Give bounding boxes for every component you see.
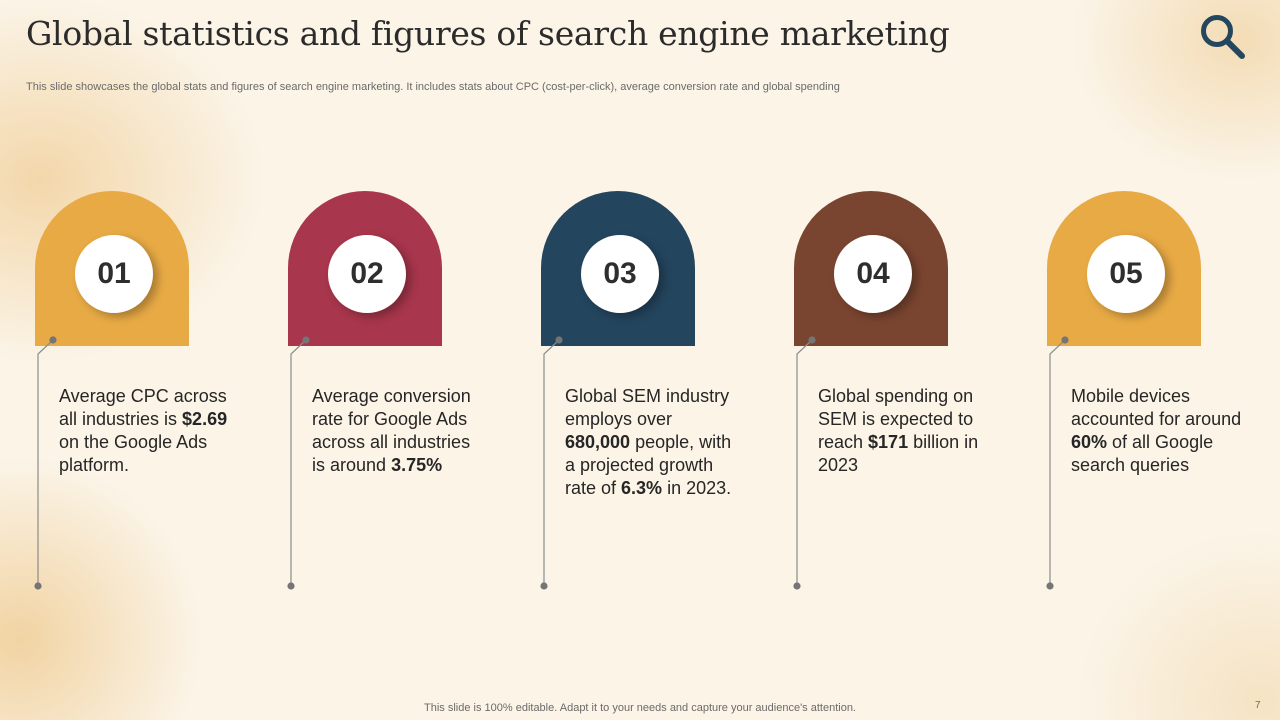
stat-highlight-value: 6.3% xyxy=(621,478,663,498)
connector-line xyxy=(1046,336,1069,590)
stat-description: Average CPC across all industries is $2.… xyxy=(59,385,234,477)
stat-text: Global SEM industry employs over xyxy=(565,386,730,429)
slide-subtitle: This slide showcases the global stats an… xyxy=(26,81,840,93)
stat-text: billion in 2023 xyxy=(818,432,979,475)
stat-card-2: 02 Average conversion rate for Google Ads… xyxy=(286,191,471,591)
stat-number: 04 xyxy=(856,257,890,290)
stat-card-1: 01 Average CPC across all industries is $… xyxy=(33,191,227,591)
slide-title: Global statistics and figures of search … xyxy=(26,14,950,53)
stat-number-badge: 04 xyxy=(834,235,912,313)
slide-footer: This slide is 100% editable. Adapt it to… xyxy=(424,702,856,714)
stat-text: of all Google search queries xyxy=(1071,432,1214,475)
stat-text: in 2023. xyxy=(662,478,732,498)
stat-text: Mobile devices accounted for around xyxy=(1071,386,1242,429)
stat-card-5: 05 Mobile devices accounted for around 60… xyxy=(1045,191,1241,591)
stat-number-badge: 05 xyxy=(1087,235,1165,313)
stat-number: 02 xyxy=(350,257,384,290)
stat-number: 03 xyxy=(603,257,637,290)
stat-card-arch: 02 xyxy=(288,191,442,346)
stat-text: Average CPC across all industries is xyxy=(59,386,227,429)
stat-text: Global spending on SEM is expected to re… xyxy=(818,386,974,452)
stat-number: 01 xyxy=(97,257,131,290)
stat-card-arch: 04 xyxy=(794,191,948,346)
stat-card-arch: 05 xyxy=(1047,191,1201,346)
connector-line xyxy=(34,336,57,590)
stat-text: Average conversion rate for Google Ads a… xyxy=(312,386,471,475)
stat-description: Global spending on SEM is expected to re… xyxy=(818,385,993,477)
stat-number-badge: 01 xyxy=(75,235,153,313)
stat-number-badge: 03 xyxy=(581,235,659,313)
stat-text: on the Google Ads platform. xyxy=(59,432,208,475)
stat-highlight-value: 60% xyxy=(1071,432,1108,452)
stat-number-badge: 02 xyxy=(328,235,406,313)
stat-number: 05 xyxy=(1109,257,1143,290)
connector-line xyxy=(793,336,816,590)
stat-card-4: 04 Global spending on SEM is expected to … xyxy=(792,191,978,591)
stat-description: Mobile devices accounted for around 60% … xyxy=(1071,385,1246,477)
stat-highlight-value: $2.69 xyxy=(182,409,228,429)
stat-card-3: 03 Global SEM industry employs over 680,0… xyxy=(539,191,731,591)
stat-card-arch: 01 xyxy=(35,191,189,346)
stat-description: Average conversion rate for Google Ads a… xyxy=(312,385,487,477)
stat-highlight-value: 3.75% xyxy=(391,455,443,475)
stat-highlight-value: $171 xyxy=(868,432,909,452)
stat-text: people, with a projected growth rate of xyxy=(565,432,732,498)
stat-card-arch: 03 xyxy=(541,191,695,346)
page-number: 7 xyxy=(1255,700,1261,711)
connector-line xyxy=(287,336,310,590)
stat-description: Global SEM industry employs over 680,000… xyxy=(565,385,740,500)
search-icon xyxy=(1201,15,1245,59)
stat-highlight-value: 680,000 xyxy=(565,432,631,452)
connector-line xyxy=(540,336,563,590)
